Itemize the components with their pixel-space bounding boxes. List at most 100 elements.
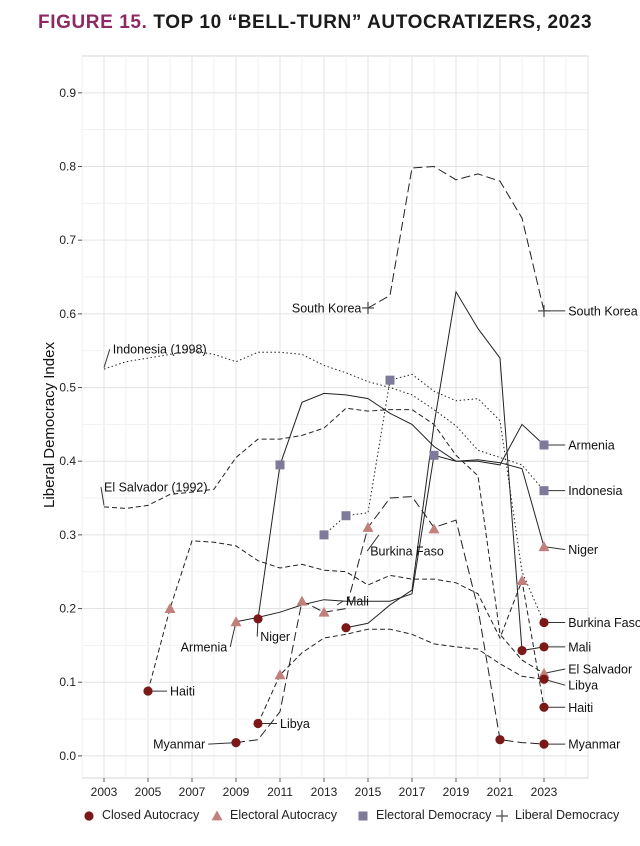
series-label: Libya (568, 679, 598, 693)
legend-item-electoral-dem: Electoral Democracy (356, 808, 491, 823)
series-label: Burkina Faso (568, 616, 640, 630)
marker-electoral-aut (538, 667, 550, 678)
marker-electoral-aut (538, 541, 550, 552)
marker-electoral-aut (362, 522, 374, 532)
legend-marker-shape (358, 811, 368, 821)
x-tick-label: 2017 (399, 785, 426, 799)
annotation-leader-line (100, 486, 105, 506)
series-line-myanmar (235, 496, 545, 745)
series-label: Libya (280, 717, 310, 731)
marker-closed (253, 614, 263, 624)
legend-marker-shape (496, 809, 508, 822)
y-tick-label: 0.8 (59, 160, 76, 174)
legend-label: Closed Autocracy (102, 808, 200, 822)
plot-panel (81, 55, 589, 779)
figure-title: FIGURE 15. TOP 10 “BELL-TURN” AUTOCRATIZ… (38, 12, 592, 34)
series-line-indonesia (103, 350, 545, 492)
y-tick-label: 0.9 (59, 86, 76, 100)
series-label: Niger (260, 630, 290, 644)
marker-electoral-aut (318, 606, 330, 617)
marker-electoral-aut (516, 575, 528, 585)
x-tick-label: 2023 (531, 785, 558, 799)
y-tick-label: 0.0 (59, 749, 76, 763)
marker-electoral-aut (274, 669, 286, 680)
series-label: Haiti (568, 701, 593, 715)
series-label: Haiti (170, 685, 195, 699)
marker-electoral-dem (539, 440, 549, 450)
legend-label: Liberal Democracy (515, 808, 620, 822)
x-tick-label: 2003 (91, 785, 118, 799)
legend-marker (358, 811, 368, 821)
marker-electoral-aut (428, 523, 440, 534)
y-tick-label: 0.2 (59, 602, 76, 616)
legend-label: Electoral Democracy (376, 808, 492, 822)
series-label: Indonesia (568, 484, 622, 498)
x-tick-label: 2007 (179, 785, 206, 799)
marker-closed (539, 642, 549, 652)
series-label: Burkina Faso (370, 545, 444, 559)
series-line-el-salvador (103, 407, 545, 674)
series-line-burkina-faso (323, 373, 545, 623)
legend-marker-shape (211, 810, 223, 821)
x-tick-label: 2005 (135, 785, 162, 799)
annotation-leader-line (336, 600, 344, 606)
x-tick-label: 2015 (355, 785, 382, 799)
marker-electoral-dem (429, 450, 439, 460)
series-line-mali (345, 290, 545, 652)
annotation-leader-line (543, 668, 566, 674)
x-tick-label: 2013 (311, 785, 338, 799)
series-label: El Salvador (568, 662, 632, 676)
y-tick-label: 0.7 (59, 233, 76, 247)
marker-closed (539, 674, 549, 684)
x-tick-label: 2011 (267, 785, 293, 799)
marker-closed (539, 739, 549, 749)
x-tick-label: 2009 (223, 785, 250, 799)
series-line-haiti (147, 540, 545, 708)
legend-marker (496, 809, 508, 822)
marker-electoral-dem (539, 486, 549, 496)
series-label: Myanmar (153, 738, 205, 752)
x-tick-label: 2021 (487, 785, 514, 799)
figure-title-text: TOP 10 “BELL-TURN” AUTOCRATIZERS, 2023 (153, 12, 593, 33)
series-label: Indonesia (1998) (113, 343, 207, 357)
x-tick-label: 2019 (443, 785, 470, 799)
annotation-leader-line (366, 534, 380, 552)
marker-closed (539, 702, 549, 712)
marker-closed (495, 735, 505, 745)
marker-electoral-dem (341, 511, 351, 521)
series-label: South Korea (292, 301, 362, 315)
marker-electoral-dem (385, 375, 395, 385)
annotation-leader-line (208, 742, 237, 745)
marker-electoral-aut (164, 603, 176, 613)
marker-liberal (538, 304, 550, 317)
annotation-leader-line (543, 546, 566, 551)
y-tick-label: 0.5 (59, 381, 76, 395)
legend-marker-shape (84, 811, 94, 821)
legend-item-closed: Closed Autocracy (82, 808, 199, 823)
legend-label: Electoral Autocracy (230, 808, 337, 822)
series-label: Armenia (181, 640, 228, 654)
y-tick-label: 0.4 (59, 454, 76, 468)
figure-number: FIGURE 15. (38, 12, 148, 33)
series-line-south-korea (367, 165, 545, 312)
series-label: Mali (568, 640, 591, 654)
marker-electoral-aut (230, 616, 242, 627)
series-label: Myanmar (568, 738, 620, 752)
series-label: Armenia (568, 438, 615, 452)
legend: Closed Autocracy Electoral Autocracy Elect… (0, 808, 640, 830)
legend-item-liberal: Liberal Democracy (495, 808, 619, 823)
marker-electoral-dem (275, 460, 285, 470)
chart-svg: 2003 2005 2007 2009 2011 2013 2015 2017 2019 2021… (41, 55, 640, 799)
legend-item-electoral-aut: Electoral Autocracy (210, 808, 337, 823)
series-line-armenia (235, 423, 545, 623)
series-label: Mali (346, 595, 369, 609)
y-axis-label: Liberal Democracy Index (41, 342, 58, 508)
y-tick-label: 0.3 (59, 528, 76, 542)
legend-marker (211, 810, 223, 821)
series-label: South Korea (568, 304, 638, 318)
legend-marker (84, 811, 94, 821)
series-line-libya (257, 628, 545, 724)
series-line-niger (257, 392, 545, 619)
marker-closed (517, 645, 527, 656)
series-label: El Salvador (1992) (104, 480, 208, 494)
